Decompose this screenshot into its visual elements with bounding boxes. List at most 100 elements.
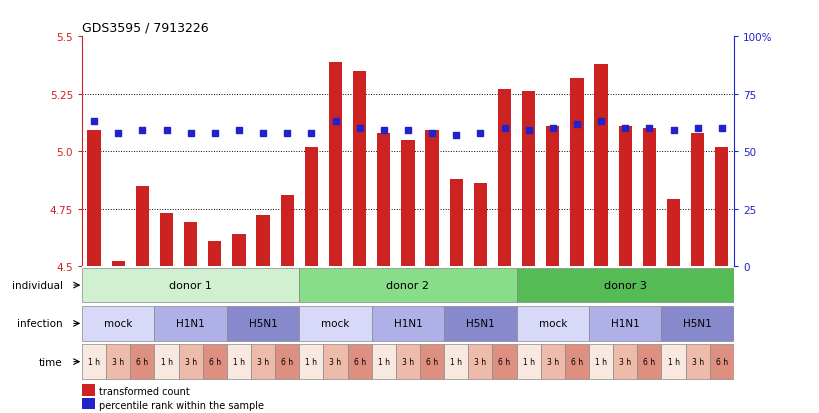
Bar xyxy=(516,306,588,341)
Bar xyxy=(492,344,516,379)
Bar xyxy=(371,306,444,341)
Text: 6 h: 6 h xyxy=(426,357,437,366)
Bar xyxy=(419,344,444,379)
Bar xyxy=(400,140,414,266)
Point xyxy=(545,126,559,132)
Bar xyxy=(661,306,733,341)
Point xyxy=(328,119,342,125)
Point xyxy=(594,119,607,125)
Bar xyxy=(564,344,588,379)
Text: 6 h: 6 h xyxy=(643,357,654,366)
Point xyxy=(690,126,704,132)
Text: time: time xyxy=(39,357,62,367)
Text: mock: mock xyxy=(538,318,566,329)
Text: H1N1: H1N1 xyxy=(176,318,205,329)
Bar xyxy=(545,126,559,266)
Bar xyxy=(305,147,318,266)
Text: 1 h: 1 h xyxy=(667,357,679,366)
Text: H1N1: H1N1 xyxy=(610,318,639,329)
Bar xyxy=(636,344,661,379)
Point xyxy=(618,126,631,132)
Point xyxy=(136,128,149,134)
Bar xyxy=(106,344,130,379)
Text: 6 h: 6 h xyxy=(570,357,582,366)
Point xyxy=(377,128,390,134)
Text: H5N1: H5N1 xyxy=(465,318,494,329)
Point xyxy=(642,126,655,132)
Text: H5N1: H5N1 xyxy=(248,318,277,329)
Text: 3 h: 3 h xyxy=(184,357,197,366)
Point xyxy=(353,126,366,132)
Point xyxy=(111,130,124,137)
Bar xyxy=(690,133,704,266)
Point xyxy=(497,126,510,132)
Point xyxy=(473,130,486,137)
Point xyxy=(570,121,583,128)
Bar xyxy=(208,241,221,266)
Text: 3 h: 3 h xyxy=(473,357,486,366)
Point xyxy=(401,128,414,134)
Bar xyxy=(444,306,516,341)
Text: donor 3: donor 3 xyxy=(603,280,646,290)
Bar xyxy=(497,90,510,266)
Text: infection: infection xyxy=(17,318,62,329)
Bar xyxy=(202,344,227,379)
Bar xyxy=(82,344,106,379)
Text: 1 h: 1 h xyxy=(305,357,317,366)
Text: 3 h: 3 h xyxy=(690,357,703,366)
Text: 1 h: 1 h xyxy=(522,357,534,366)
Text: H5N1: H5N1 xyxy=(682,318,711,329)
Bar xyxy=(516,344,540,379)
Point xyxy=(666,128,679,134)
Point xyxy=(232,128,245,134)
Bar xyxy=(540,344,564,379)
Bar xyxy=(449,179,462,266)
Bar xyxy=(160,214,173,266)
Bar xyxy=(130,344,154,379)
Point xyxy=(256,130,269,137)
Bar xyxy=(82,384,95,396)
Text: 1 h: 1 h xyxy=(233,357,245,366)
Text: donor 1: donor 1 xyxy=(169,280,212,290)
Text: 1 h: 1 h xyxy=(88,357,100,366)
Text: mock: mock xyxy=(104,318,132,329)
Text: 6 h: 6 h xyxy=(209,357,220,366)
Point xyxy=(305,130,318,137)
Bar xyxy=(570,78,583,266)
Text: 3 h: 3 h xyxy=(618,357,631,366)
Bar xyxy=(347,344,371,379)
Text: 6 h: 6 h xyxy=(281,357,293,366)
Bar xyxy=(714,147,727,266)
Bar xyxy=(82,268,299,303)
Point xyxy=(183,130,197,137)
Bar xyxy=(251,344,275,379)
Point xyxy=(88,119,101,125)
Text: GDS3595 / 7913226: GDS3595 / 7913226 xyxy=(82,21,208,35)
Text: H1N1: H1N1 xyxy=(393,318,422,329)
Bar xyxy=(588,344,613,379)
Bar xyxy=(227,306,299,341)
Point xyxy=(522,128,535,134)
Bar xyxy=(642,129,655,266)
Text: percentile rank within the sample: percentile rank within the sample xyxy=(99,400,264,410)
Bar xyxy=(299,344,323,379)
Bar xyxy=(227,344,251,379)
Text: 3 h: 3 h xyxy=(546,357,559,366)
Bar xyxy=(468,344,492,379)
Bar xyxy=(709,344,733,379)
Bar xyxy=(275,344,299,379)
Text: 3 h: 3 h xyxy=(401,357,414,366)
Bar xyxy=(232,234,245,266)
Text: 1 h: 1 h xyxy=(161,357,172,366)
Point xyxy=(449,133,462,139)
Bar xyxy=(522,92,535,266)
Text: 6 h: 6 h xyxy=(498,357,510,366)
Point xyxy=(160,128,173,134)
Bar xyxy=(323,344,347,379)
Bar xyxy=(299,306,371,341)
Bar xyxy=(179,344,202,379)
Bar xyxy=(588,306,661,341)
Text: mock: mock xyxy=(321,318,349,329)
Bar xyxy=(613,344,636,379)
Bar xyxy=(111,262,124,266)
